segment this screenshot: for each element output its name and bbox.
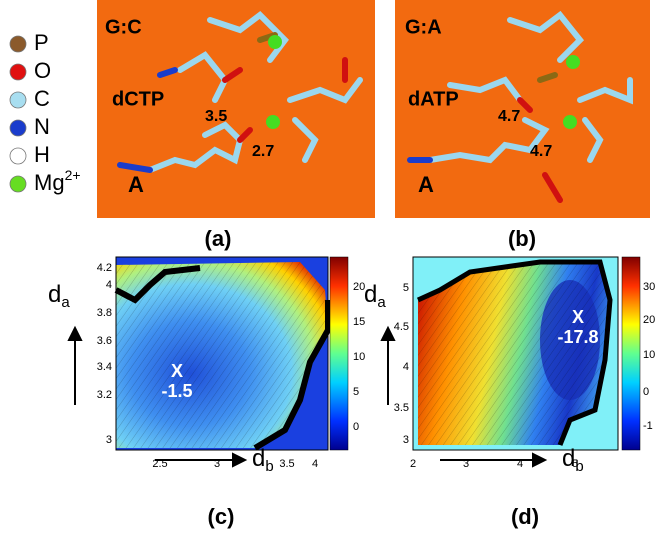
legend-text: P [34,30,49,55]
x-tick-label: 3 [463,458,469,470]
panel-caption: (a) [205,226,232,251]
legend-swatch [10,176,26,192]
y-axis-label: da [48,281,70,311]
legend-label: H [34,142,50,167]
x-tick-label: 4 [517,458,523,470]
x-axis-text: d [252,445,265,472]
minimum-value: -17.8 [557,327,598,347]
legend-text: Mg [34,170,65,195]
distance-label: 3.5 [205,108,227,125]
colorbar-tick-label: 30 [643,281,655,293]
colorbar-c [330,257,348,450]
distance-label: 2.7 [252,143,274,160]
minimum-marker: X [171,361,183,381]
legend-label: O [34,58,51,83]
mg-ion [266,115,280,129]
nucleotide-label: dCTP [112,88,164,110]
mg-ion [268,35,282,49]
panel-title: G:A [405,16,442,38]
x-tick-label: 4 [312,458,318,470]
legend-label: P [34,30,49,55]
y-tick-label: 4.2 [97,262,112,274]
panel-caption: (c) [208,504,235,529]
x-axis-subscript: b [575,458,583,475]
y-tick-label: 3 [106,434,112,446]
x-tick-label: 3 [214,458,220,470]
y-tick-label: 3 [403,434,409,446]
legend-swatch [10,120,26,136]
colorbar-tick-label: 20 [643,314,655,326]
y-axis-text: d [48,281,61,308]
y-tick-label: 5 [403,282,409,294]
legend-swatch [10,148,26,164]
panel-title: G:C [105,16,142,38]
legend-superscript: 2+ [65,167,81,183]
panel-caption: (b) [508,226,536,251]
x-axis-subscript: b [265,458,273,475]
y-tick-label: 3.2 [97,389,112,401]
distance-label: 4.7 [530,143,552,160]
legend-swatch [10,92,26,108]
minimum-marker: X [572,307,584,327]
legend-swatch [10,36,26,52]
legend-swatch [10,64,26,80]
colorbar-tick-label: 10 [643,349,655,361]
y-axis-text: d [364,281,377,308]
mg-ion [563,115,577,129]
distance-label: 4.7 [498,108,520,125]
colorbar-tick-label: -1 [643,420,653,432]
legend-text: N [34,114,50,139]
x-tick-label: 2 [410,458,416,470]
y-tick-label: 3.6 [97,335,112,347]
y-axis-label: da [364,281,386,311]
colorbar-d [622,257,640,450]
y-tick-label: 4.5 [394,321,409,333]
colorbar-tick-label: 0 [643,386,649,398]
legend-text: O [34,58,51,83]
y-tick-label: 3.8 [97,307,112,319]
y-tick-label: 3.4 [97,361,112,373]
y-tick-label: 4 [403,361,409,373]
legend-text: C [34,86,50,111]
base-label: A [128,172,144,197]
base-label: A [418,172,434,197]
y-axis-subscript: a [377,294,386,311]
nucleotide-label: dATP [408,88,459,110]
legend-label: N [34,114,50,139]
figure: POCNHMg2+G:CdCTPA3.52.7(a)G:AdATPA4.74.7… [0,0,655,538]
y-axis-subscript: a [61,294,70,311]
x-tick-label: 3.5 [279,458,294,470]
colorbar-tick-label: 5 [353,386,359,398]
mg-ion [566,55,580,69]
minimum-value: -1.5 [161,381,192,401]
colorbar-tick-label: 0 [353,421,359,433]
legend-label: C [34,86,50,111]
colorbar-tick-label: 10 [353,351,365,363]
y-tick-label: 4 [106,279,112,291]
panel-caption: (d) [511,504,539,529]
y-tick-label: 3.5 [394,402,409,414]
x-axis-text: d [562,445,575,472]
legend-label: Mg2+ [34,167,81,195]
legend-text: H [34,142,50,167]
colorbar-tick-label: 15 [353,316,365,328]
x-tick-label: 2.5 [152,458,167,470]
